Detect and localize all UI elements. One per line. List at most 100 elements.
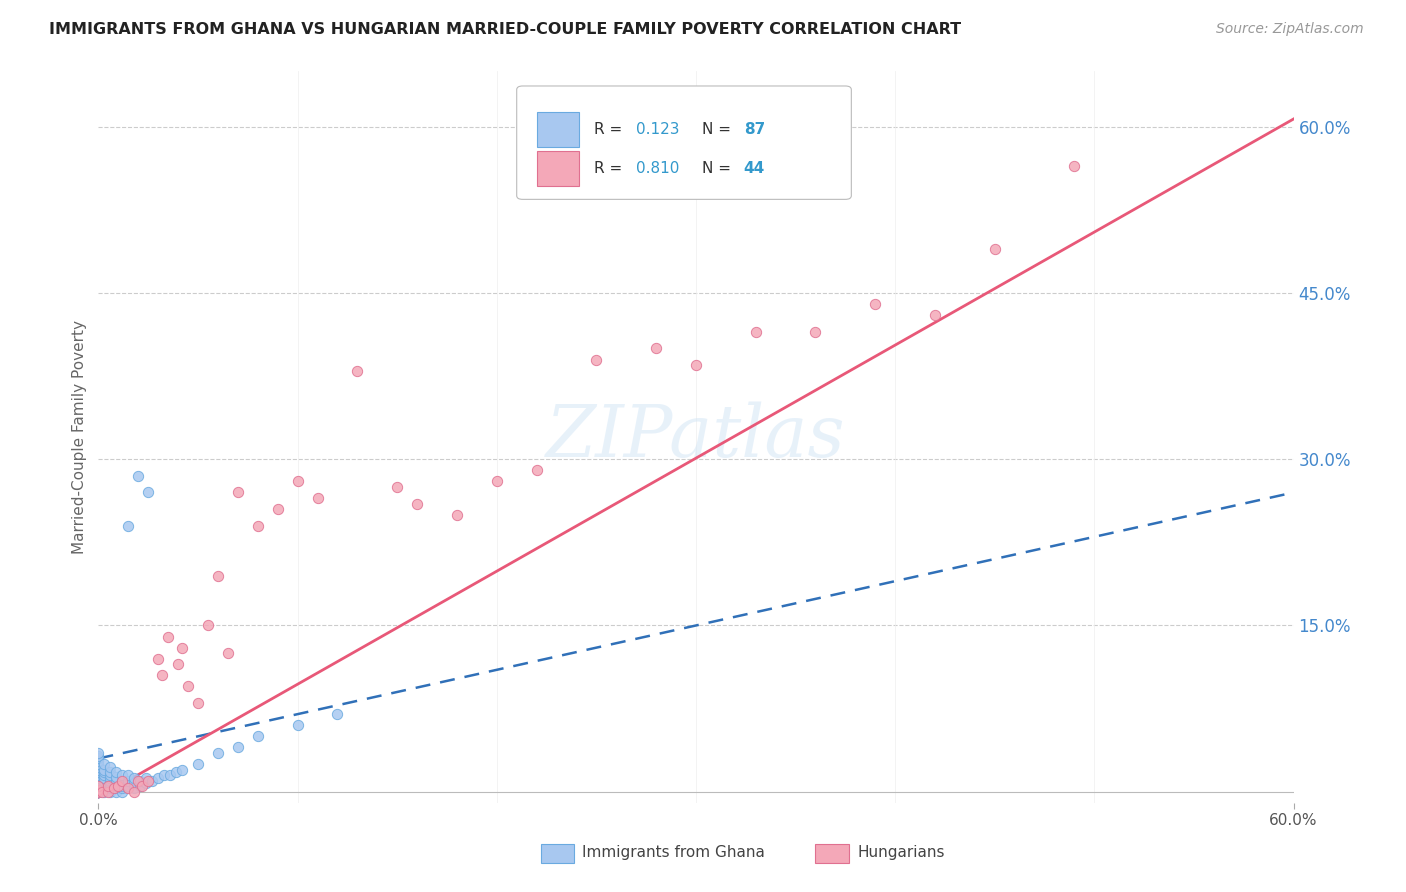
Point xyxy=(307,491,329,505)
Point xyxy=(485,475,508,489)
Point xyxy=(105,776,128,790)
Point xyxy=(385,480,409,494)
Point xyxy=(87,754,110,768)
Point xyxy=(326,707,349,722)
Text: ZIPatlas: ZIPatlas xyxy=(546,401,846,473)
Point xyxy=(117,773,139,788)
Point xyxy=(129,779,152,793)
Text: N =: N = xyxy=(702,161,735,176)
Point xyxy=(105,779,128,793)
Point xyxy=(136,485,159,500)
Point xyxy=(246,729,269,743)
Point xyxy=(87,757,110,772)
Point xyxy=(157,630,180,644)
Text: Hungarians: Hungarians xyxy=(858,845,945,860)
Point xyxy=(111,781,134,796)
Text: R =: R = xyxy=(595,161,627,176)
Point xyxy=(87,773,110,788)
Point xyxy=(585,352,607,367)
Point xyxy=(207,568,229,582)
FancyBboxPatch shape xyxy=(815,845,849,863)
Point xyxy=(124,772,146,786)
Point xyxy=(111,779,134,793)
Point xyxy=(150,668,173,682)
Point xyxy=(87,751,110,765)
Point xyxy=(105,785,128,799)
Point xyxy=(127,468,149,483)
Point xyxy=(93,772,115,786)
Point xyxy=(93,773,115,788)
Point xyxy=(93,757,115,772)
Point xyxy=(111,785,134,799)
Point xyxy=(87,772,110,786)
Point xyxy=(98,764,122,779)
Point xyxy=(207,746,229,760)
Point xyxy=(172,763,194,777)
Point xyxy=(148,772,170,786)
Point xyxy=(148,651,170,665)
Point xyxy=(153,768,176,782)
Point xyxy=(87,779,110,793)
Point xyxy=(117,518,139,533)
Text: R =: R = xyxy=(595,122,627,137)
Point xyxy=(87,785,110,799)
Text: 87: 87 xyxy=(744,122,765,137)
FancyBboxPatch shape xyxy=(517,86,852,200)
Point xyxy=(107,779,129,793)
Point xyxy=(87,779,110,793)
FancyBboxPatch shape xyxy=(537,112,579,147)
Point xyxy=(287,718,309,732)
Point xyxy=(346,363,368,377)
Text: Source: ZipAtlas.com: Source: ZipAtlas.com xyxy=(1216,22,1364,37)
Point xyxy=(87,779,110,793)
Point xyxy=(87,781,110,796)
Point xyxy=(124,776,146,790)
Point xyxy=(804,325,827,339)
Point xyxy=(87,768,110,782)
Point xyxy=(105,773,128,788)
Point xyxy=(87,768,110,782)
Text: 0.810: 0.810 xyxy=(636,161,679,176)
Point xyxy=(87,785,110,799)
Point xyxy=(865,297,887,311)
Point xyxy=(87,776,110,790)
Y-axis label: Married-Couple Family Poverty: Married-Couple Family Poverty xyxy=(72,320,87,554)
Point xyxy=(1063,159,1085,173)
Point xyxy=(117,781,139,796)
Point xyxy=(267,502,290,516)
Point xyxy=(197,618,219,632)
Point xyxy=(87,763,110,777)
Point xyxy=(93,781,115,796)
Point xyxy=(98,779,122,793)
Point xyxy=(136,773,159,788)
Point xyxy=(685,358,707,372)
Point xyxy=(177,680,200,694)
Point xyxy=(93,763,115,777)
Point xyxy=(97,785,120,799)
Point xyxy=(117,768,139,782)
Point xyxy=(103,781,125,796)
Point xyxy=(226,740,249,755)
Point xyxy=(167,657,190,672)
Point xyxy=(87,764,110,779)
Point xyxy=(98,768,122,782)
Point xyxy=(117,781,139,796)
Point xyxy=(93,764,115,779)
Point xyxy=(87,781,110,796)
Point xyxy=(98,760,122,774)
Point xyxy=(87,776,110,790)
Point xyxy=(111,768,134,782)
Point xyxy=(87,749,110,764)
FancyBboxPatch shape xyxy=(537,151,579,186)
Point xyxy=(159,768,181,782)
Point xyxy=(105,781,128,796)
Point xyxy=(93,785,115,799)
Point xyxy=(526,463,548,477)
Point xyxy=(87,763,110,777)
Point xyxy=(91,785,114,799)
Point xyxy=(97,779,120,793)
Point xyxy=(87,785,110,799)
Point xyxy=(98,772,122,786)
Point xyxy=(135,776,157,790)
Point xyxy=(98,773,122,788)
